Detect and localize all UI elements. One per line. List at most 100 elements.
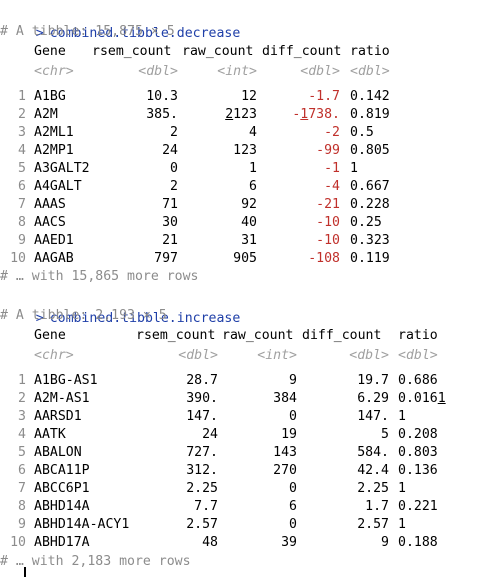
cell-gene: ABALON: [34, 445, 82, 460]
cell-raw: 0: [289, 517, 297, 532]
row-number: 8: [18, 499, 26, 514]
cell-raw: 31: [241, 233, 257, 248]
cell-gene: A2ML1: [34, 125, 74, 140]
column-type: <dbl>: [350, 64, 390, 79]
column-type: <dbl>: [398, 348, 438, 363]
column-type: <chr>: [34, 64, 74, 79]
table-row: 1 A1BG-AS1 28.7 9 19.7 0.686: [0, 370, 500, 392]
row-number: 6: [18, 463, 26, 478]
table-row: 2 A2M-AS1 390. 384 6.29 0.0161: [0, 388, 500, 410]
row-number: 7: [18, 197, 26, 212]
console-prompt: >: [35, 26, 44, 41]
tibble-header: # A tibble: 2,193 × 5: [0, 308, 167, 323]
cell-rsem: 28.7: [186, 373, 218, 388]
row-number: 9: [18, 233, 26, 248]
column-type: <chr>: [34, 348, 74, 363]
cell-diff: -108: [308, 251, 340, 266]
cell-ratio: 0.208: [398, 427, 438, 442]
row-number: 2: [18, 391, 26, 406]
cell-rsem: 147.: [186, 409, 218, 424]
row-number: 1: [18, 89, 26, 104]
cell-diff: 2.57: [357, 517, 389, 532]
cell-raw: 39: [281, 535, 297, 550]
console-command-line: > combined.tibble.increase: [0, 286, 241, 326]
cell-raw: 2123: [225, 107, 257, 122]
cell-rsem: 0: [170, 161, 178, 176]
table-row: 10 ABHD17A 48 39 9 0.188: [0, 532, 500, 554]
column-type-row: <chr> <dbl> <int> <dbl> <dbl>: [0, 61, 500, 83]
cell-diff: -2: [324, 125, 340, 140]
column-header: Gene: [34, 328, 66, 343]
cell-rsem: 71: [162, 197, 178, 212]
cell-diff: 584.: [357, 445, 389, 460]
column-header: raw_count: [182, 44, 254, 59]
cell-diff: 2.25: [357, 481, 389, 496]
cell-rsem: 24: [202, 427, 218, 442]
row-number: 2: [18, 107, 26, 122]
cell-gene: ABHD14A-ACY1: [34, 517, 130, 532]
cell-ratio: 0.228: [350, 197, 390, 212]
row-number: 4: [18, 143, 26, 158]
tibble-footer: # … with 2,183 more rows: [0, 554, 191, 569]
row-number: 5: [18, 161, 26, 176]
cell-ratio: 0.5: [350, 125, 374, 140]
cell-rsem: 2.57: [186, 517, 218, 532]
row-number: 5: [18, 445, 26, 460]
table-row: 4 AATK 24 19 5 0.208: [0, 424, 500, 446]
cell-raw: 6: [289, 499, 297, 514]
table-row: 9 AAED1 21 31 -10 0.323: [0, 230, 500, 252]
cell-rsem: 7.7: [194, 499, 218, 514]
column-type: <dbl>: [300, 64, 340, 79]
cell-raw: 270: [273, 463, 297, 478]
tibble-footer: # … with 15,865 more rows: [0, 269, 199, 284]
cell-rsem: 10.3: [146, 89, 178, 104]
cell-gene: AAED1: [34, 233, 74, 248]
cell-diff: -1.7: [308, 89, 340, 104]
row-number: 10: [10, 251, 26, 266]
table-row: 2 A2M 385. 2123 -1738. 0.819: [0, 104, 500, 126]
cell-raw: 4: [249, 125, 257, 140]
cell-ratio: 1: [350, 161, 358, 176]
column-type: <dbl>: [349, 348, 389, 363]
cell-gene: A1BG: [34, 89, 66, 104]
cell-gene: AAGAB: [34, 251, 74, 266]
column-header: ratio: [398, 328, 438, 343]
column-header: diff_count: [262, 44, 342, 59]
console-prompt: >: [35, 311, 44, 326]
cell-ratio: 0.142: [350, 89, 390, 104]
cell-diff: -21: [316, 197, 340, 212]
cell-gene: ABHD14A: [34, 499, 90, 514]
cell-raw: 9: [289, 373, 297, 388]
cell-gene: AATK: [34, 427, 66, 442]
command-text: combined.tibble.increase: [49, 311, 241, 326]
column-type: <int>: [257, 348, 297, 363]
cell-raw: 143: [273, 445, 297, 460]
table-row: 7 ABCC6P1 2.25 0 2.25 1: [0, 478, 500, 500]
table-row: 7 AAAS 71 92 -21 0.228: [0, 194, 500, 216]
table-row: 10 AAGAB 797 905 -108 0.119: [0, 248, 500, 270]
cell-ratio: 0.221: [398, 499, 438, 514]
column-header-row: Gene rsem_count raw_count diff_count rat…: [0, 41, 500, 63]
column-header: raw_count: [222, 328, 294, 343]
cell-gene: ABCC6P1: [34, 481, 90, 496]
cell-diff: 147.: [357, 409, 389, 424]
column-header: Gene: [34, 44, 66, 59]
cell-raw: 905: [233, 251, 257, 266]
cell-ratio: 0.805: [350, 143, 390, 158]
row-number: 3: [18, 125, 26, 140]
cell-ratio: 0.323: [350, 233, 390, 248]
column-header: rsem_count: [92, 44, 172, 59]
cell-gene: A4GALT: [34, 179, 82, 194]
row-number: 9: [18, 517, 26, 532]
cell-rsem: 24: [162, 143, 178, 158]
cell-ratio: 0.803: [398, 445, 438, 460]
table-row: 3 AARSD1 147. 0 147. 1: [0, 406, 500, 428]
row-number: 3: [18, 409, 26, 424]
cell-raw: 12: [241, 89, 257, 104]
cell-ratio: 1: [398, 517, 406, 532]
cell-raw: 384: [273, 391, 297, 406]
tibble-header: # A tibble: 15,875 × 5: [0, 24, 175, 39]
column-type: <dbl>: [178, 348, 218, 363]
cell-diff: 19.7: [357, 373, 389, 388]
